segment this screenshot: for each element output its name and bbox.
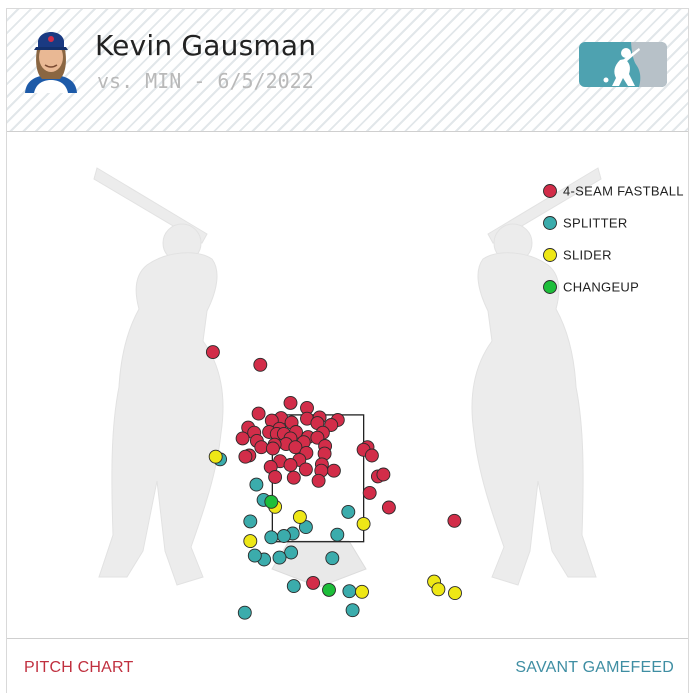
pitch-point-splitter[interactable] <box>249 477 264 492</box>
pitch-point-4-seam-fastball[interactable] <box>364 448 379 463</box>
pitch-point-slider[interactable] <box>292 510 307 524</box>
batter-silhouette-left <box>93 167 224 586</box>
pitch-point-4-seam-fastball[interactable] <box>254 440 269 455</box>
pitch-point-4-seam-fastball[interactable] <box>251 406 266 421</box>
legend-marker <box>543 248 557 262</box>
pitch-point-4-seam-fastball[interactable] <box>326 463 341 478</box>
pitch-point-4-seam-fastball[interactable] <box>298 462 313 477</box>
pitch-point-changeup[interactable] <box>322 582 336 597</box>
chart-footer: PITCH CHART SAVANT GAMEFEED <box>7 638 688 694</box>
legend-marker <box>543 280 557 294</box>
pitch-point-4-seam-fastball[interactable] <box>381 500 396 515</box>
pitch-point-4-seam-fastball[interactable] <box>288 440 303 455</box>
player-name: Kevin Gausman <box>95 29 317 62</box>
pitch-chart-link[interactable]: PITCH CHART <box>24 659 134 676</box>
pitch-scatter-plot: 4-SEAM FASTBALL SPLITTER SLIDER CHANGEUP <box>93 167 684 620</box>
pitch-point-4-seam-fastball[interactable] <box>447 513 462 528</box>
pitch-chart-card: Kevin Gausman vs. MIN - 6/5/2022 <box>6 8 689 694</box>
batter-silhouette-right <box>471 167 602 586</box>
pitch-point-splitter[interactable] <box>330 527 345 542</box>
savant-gamefeed-link[interactable]: SAVANT GAMEFEED <box>515 659 674 676</box>
pitch-point-splitter[interactable] <box>243 514 258 529</box>
pitch-point-4-seam-fastball[interactable] <box>311 473 326 488</box>
pitch-point-4-seam-fastball[interactable] <box>265 441 280 456</box>
pitch-point-splitter[interactable] <box>237 605 252 620</box>
legend-label: 4-SEAM FASTBALL <box>563 184 684 199</box>
game-matchup-date: vs. MIN - 6/5/2022 <box>97 69 314 93</box>
pitch-point-splitter[interactable] <box>298 520 313 535</box>
chart-header: Kevin Gausman vs. MIN - 6/5/2022 <box>7 9 688 132</box>
pitch-point-4-seam-fastball[interactable] <box>376 467 391 482</box>
pitch-point-4-seam-fastball[interactable] <box>286 470 301 485</box>
pitch-legend: 4-SEAM FASTBALL SPLITTER SLIDER CHANGEUP <box>543 184 684 295</box>
legend-label: CHANGEUP <box>563 280 639 295</box>
legend-label: SPLITTER <box>563 216 628 231</box>
mlb-logo-icon <box>579 42 667 87</box>
pitch-point-4-seam-fastball[interactable] <box>238 449 253 464</box>
pitch-point-changeup[interactable] <box>264 494 279 509</box>
pitch-point-slider[interactable] <box>356 516 371 531</box>
pitch-point-4-seam-fastball[interactable] <box>283 395 298 410</box>
legend-marker <box>543 216 557 230</box>
pitch-point-4-seam-fastball[interactable] <box>235 431 250 446</box>
pitch-point-4-seam-fastball[interactable] <box>205 345 220 360</box>
pitch-point-4-seam-fastball[interactable] <box>253 357 268 372</box>
pitch-point-splitter[interactable] <box>286 579 301 594</box>
pitch-point-slider[interactable] <box>448 586 462 601</box>
pitch-point-splitter[interactable] <box>264 530 279 545</box>
pitch-point-splitter[interactable] <box>247 548 262 563</box>
pitch-point-4-seam-fastball[interactable] <box>283 458 298 472</box>
pitch-point-slider[interactable] <box>355 584 369 599</box>
pitch-point-4-seam-fastball[interactable] <box>268 470 283 484</box>
pitch-location-chart: 4-SEAM FASTBALL SPLITTER SLIDER CHANGEUP <box>7 131 688 638</box>
pitch-point-splitter[interactable] <box>325 551 340 566</box>
pitch-point-splitter[interactable] <box>341 504 356 519</box>
pitch-point-splitter[interactable] <box>276 529 291 543</box>
legend-marker <box>543 184 557 198</box>
pitch-point-splitter[interactable] <box>345 603 360 618</box>
pitch-point-splitter[interactable] <box>342 584 357 599</box>
pitch-point-slider[interactable] <box>431 582 446 597</box>
pitch-points <box>205 345 462 620</box>
pitch-point-4-seam-fastball[interactable] <box>306 575 321 590</box>
pitch-point-splitter[interactable] <box>272 550 287 565</box>
pitch-point-4-seam-fastball[interactable] <box>362 485 377 500</box>
pitch-point-splitter[interactable] <box>284 545 299 560</box>
pitch-point-slider[interactable] <box>208 449 223 464</box>
legend-label: SLIDER <box>563 248 612 263</box>
pitch-point-slider[interactable] <box>243 534 258 549</box>
player-headshot-icon <box>20 27 82 93</box>
